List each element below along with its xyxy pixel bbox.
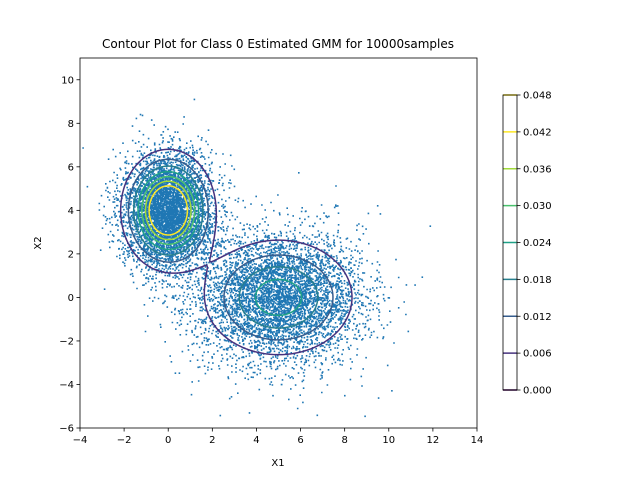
x-tick-label: −4 — [73, 435, 88, 446]
contour-level-6 — [144, 180, 192, 241]
x-tick-label: 12 — [427, 435, 440, 446]
y-tick-label: −4 — [59, 380, 74, 391]
y-tick-label: −6 — [59, 424, 74, 435]
colorbar-level-lines — [503, 94, 517, 391]
colorbar-tick-label: 0.018 — [523, 275, 552, 286]
contour-level-2 — [127, 158, 334, 341]
colorbar-tick-label: 0.012 — [523, 312, 552, 323]
x-tick-label: 6 — [297, 435, 303, 446]
contour-level-1 — [119, 148, 353, 356]
y-tick-label: 0 — [68, 293, 74, 304]
y-tick-label: 4 — [68, 206, 74, 217]
x-tick-label: 10 — [382, 435, 395, 446]
y-axis-ticks: −6 −4 −2 0 2 4 6 8 10 — [59, 75, 80, 435]
x-tick-label: 4 — [253, 435, 259, 446]
scatter-point-cloud — [82, 98, 432, 418]
contour-level-4 — [137, 170, 303, 317]
contour-level-3 — [132, 165, 319, 329]
y-tick-label: −2 — [59, 336, 74, 347]
x-tick-label: −2 — [117, 435, 132, 446]
colorbar-tick-label: 0.006 — [523, 349, 552, 360]
y-tick-label: 2 — [68, 249, 74, 260]
contour-lines — [119, 148, 353, 356]
plot-frame — [79, 57, 478, 429]
x-tick-label: 0 — [165, 435, 171, 446]
y-tick-label: 8 — [68, 119, 74, 130]
colorbar-ticks: 0.000 0.006 0.012 0.018 0.024 0.030 0.036 0.042… — [517, 91, 552, 397]
y-tick-label: 6 — [68, 162, 74, 173]
scatter-points — [82, 98, 432, 418]
y-axis-label: X2 — [33, 236, 44, 249]
x-tick-label: 8 — [341, 435, 347, 446]
colorbar-tick-label: 0.024 — [523, 238, 552, 249]
x-axis-ticks: −4 −2 0 2 4 6 8 10 12 14 — [73, 428, 484, 446]
x-tick-label: 2 — [209, 435, 215, 446]
x-axis-label: X1 — [271, 458, 284, 469]
x-tick-label: 14 — [471, 435, 484, 446]
colorbar-tick-label: 0.036 — [523, 164, 552, 175]
colorbar: 0.000 0.006 0.012 0.018 0.024 0.030 0.036 0.042… — [502, 91, 552, 397]
y-tick-label: 10 — [61, 75, 74, 86]
plot-area — [79, 57, 478, 429]
chart-title: Contour Plot for Class 0 Estimated GMM f… — [102, 37, 454, 51]
colorbar-tick-label: 0.030 — [523, 201, 552, 212]
contour-level-7 — [148, 185, 189, 236]
colorbar-tick-label: 0.000 — [523, 386, 552, 397]
colorbar-tick-label: 0.042 — [523, 127, 552, 138]
colorbar-tick-label: 0.048 — [523, 91, 552, 102]
contour-level-5 — [141, 175, 196, 246]
